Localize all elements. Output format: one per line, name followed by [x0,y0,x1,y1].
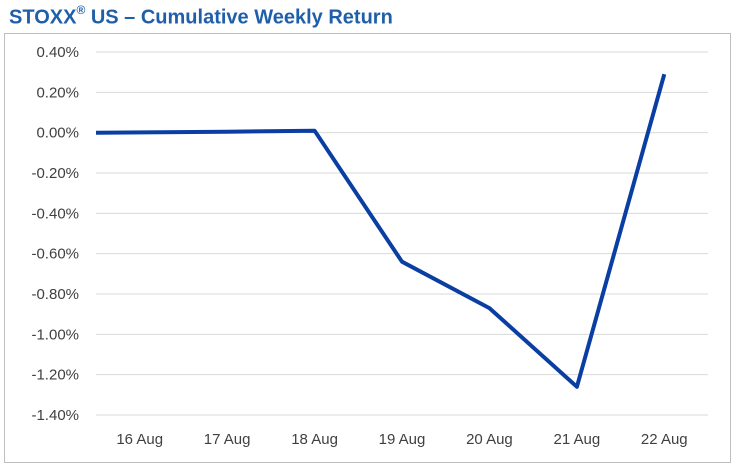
gridlines [96,51,708,416]
chart-title-rest: US – Cumulative Weekly Return [85,6,393,29]
y-tick-label: 0.20% [36,84,79,101]
chart-frame [4,33,731,463]
y-tick-label: 0.40% [36,44,79,61]
y-tick-label: -1.00% [31,326,79,343]
y-tick-label: -1.20% [31,367,79,384]
y-tick-label: -0.40% [31,205,79,222]
x-tick-label: 21 Aug [553,431,600,448]
y-tick-label: -0.60% [31,246,79,263]
y-axis-ticks: 0.40% 0.20% 0.00% -0.20% -0.40% -0.60% -0.80% -… [31,44,79,424]
registered-mark: ® [76,3,86,17]
series-layer [95,73,667,389]
y-tick-label: -0.80% [31,286,79,303]
x-tick-label: 17 Aug [204,431,251,448]
chart-title-brand: STOXX [9,6,77,29]
x-tick-label: 20 Aug [466,431,513,448]
x-tick-label: 16 Aug [116,431,163,448]
x-tick-label: 22 Aug [641,431,688,448]
x-tick-label: 18 Aug [291,431,338,448]
series-line [95,73,667,389]
y-tick-label: 0.00% [36,125,79,142]
chart-title: STOXX® US – Cumulative Weekly Return [9,3,393,30]
x-axis-ticks: 16 Aug 17 Aug 18 Aug 19 Aug 20 Aug 21 Aug 22 A… [116,431,687,448]
y-tick-label: -1.40% [31,407,79,424]
x-tick-label: 19 Aug [379,431,426,448]
y-tick-label: -0.20% [31,165,79,182]
